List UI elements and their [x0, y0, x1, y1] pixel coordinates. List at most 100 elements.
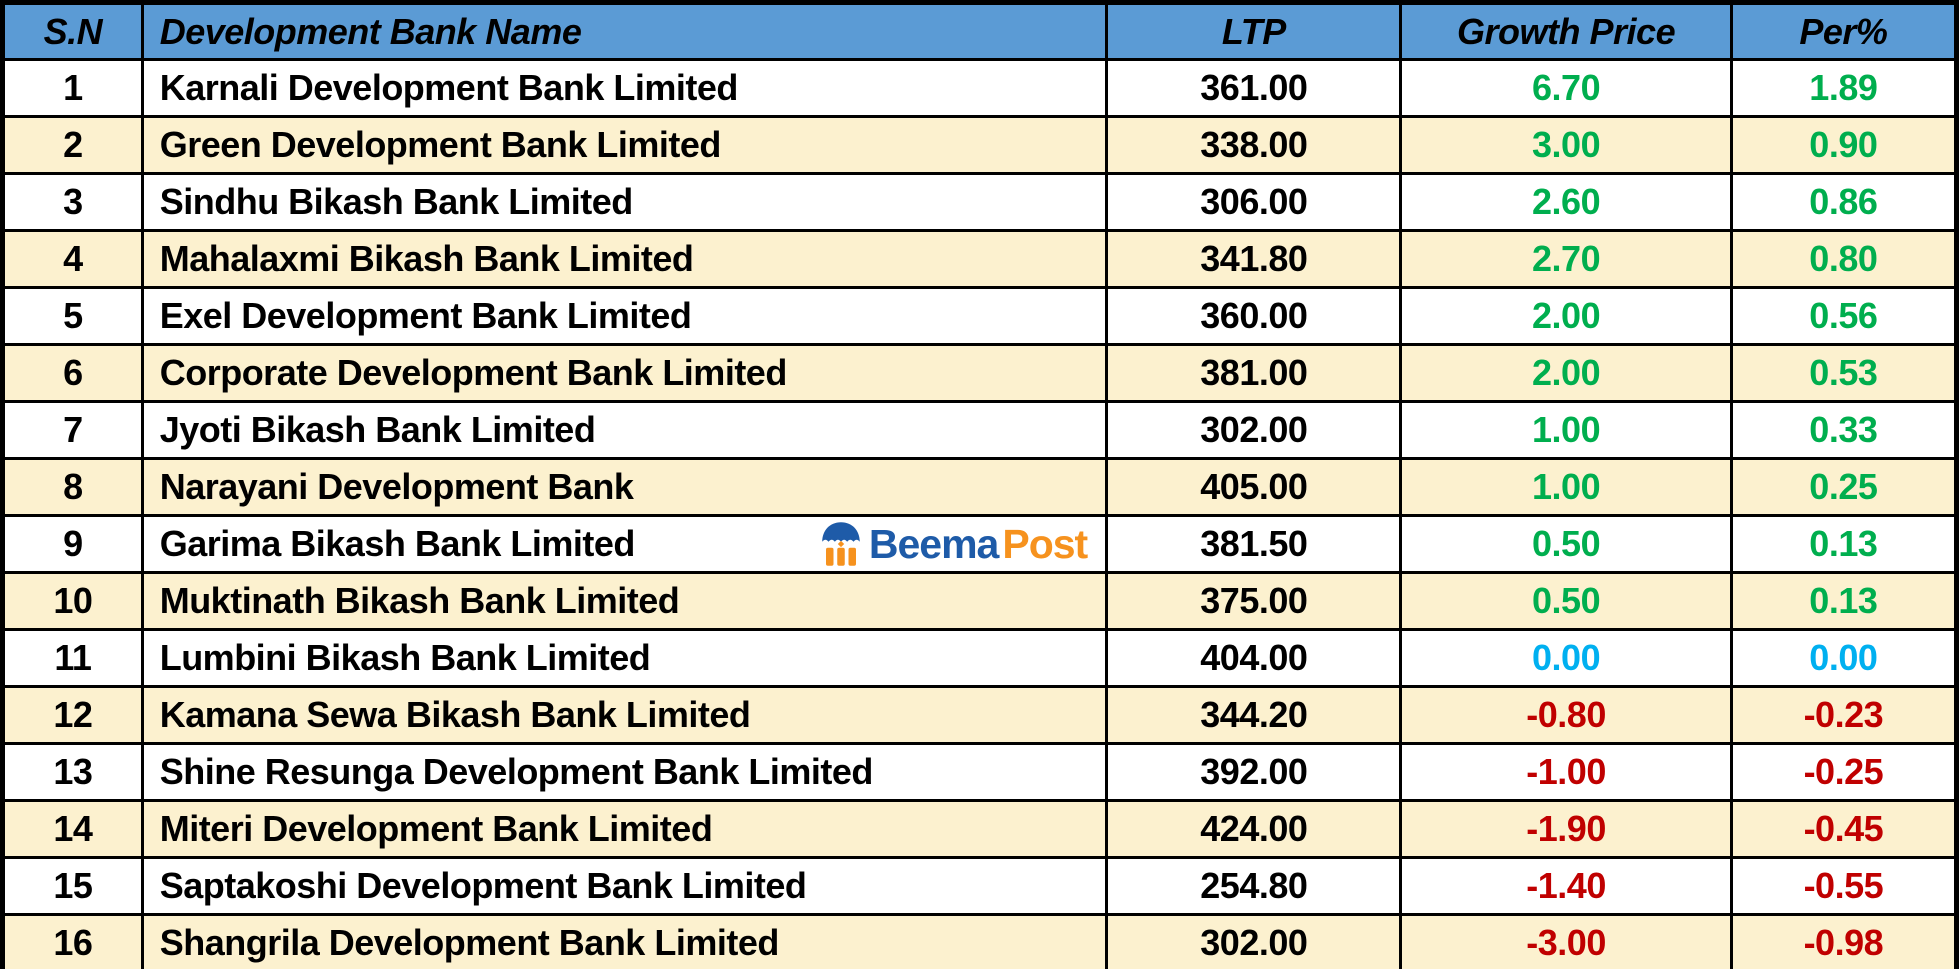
- cell-ltp: 361.00: [1105, 58, 1403, 118]
- umbrella-pavilion-icon: [822, 522, 860, 566]
- cell-ltp: 302.00: [1105, 913, 1403, 969]
- table-row: 12 Kamana Sewa Bikash Bank Limited 344.20-…: [1, 685, 1959, 745]
- cell-ltp: 302.00: [1105, 400, 1403, 460]
- header-per-percent: Per%: [1729, 1, 1959, 61]
- cell-sn: 16: [1, 913, 144, 969]
- cell-ltp: 254.80: [1105, 856, 1403, 916]
- header-row: S.N Development Bank Name LTP Growth Pri…: [1, 1, 1959, 61]
- cell-growth-price: -1.00: [1399, 742, 1733, 802]
- cell-per-percent: -0.98: [1729, 913, 1959, 969]
- cell-sn: 12: [1, 685, 144, 745]
- cell-bank-name: Narayani Development Bank: [140, 457, 1109, 517]
- cell-per-percent: -0.45: [1729, 799, 1959, 859]
- cell-sn: 9: [1, 514, 144, 574]
- table-row: 2 Green Development Bank Limited 338.00 3.0…: [1, 115, 1959, 175]
- header-growth-price: Growth Price: [1399, 1, 1733, 61]
- cell-per-percent: -0.23: [1729, 685, 1959, 745]
- table-row: 9 Garima Bikash Bank Limited Beema Post 38…: [1, 514, 1959, 574]
- cell-growth-price: 0.50: [1399, 571, 1733, 631]
- cell-growth-price: -1.40: [1399, 856, 1733, 916]
- cell-bank-name: Karnali Development Bank Limited: [140, 58, 1109, 118]
- cell-growth-price: -1.90: [1399, 799, 1733, 859]
- cell-sn: 4: [1, 229, 144, 289]
- cell-per-percent: 0.33: [1729, 400, 1959, 460]
- cell-per-percent: 0.13: [1729, 514, 1959, 574]
- cell-per-percent: 0.00: [1729, 628, 1959, 688]
- cell-bank-name: Sindhu Bikash Bank Limited: [140, 172, 1109, 232]
- cell-per-percent: 0.56: [1729, 286, 1959, 346]
- cell-per-percent: -0.55: [1729, 856, 1959, 916]
- cell-growth-price: -3.00: [1399, 913, 1733, 969]
- cell-sn: 10: [1, 571, 144, 631]
- cell-bank-name: Shine Resunga Development Bank Limited: [140, 742, 1109, 802]
- table-row: 8 Narayani Development Bank 405.00 1.00 0.25: [1, 457, 1959, 517]
- table-row: 14 Miteri Development Bank Limited 424.00-…: [1, 799, 1959, 859]
- cell-bank-name: Corporate Development Bank Limited: [140, 343, 1109, 403]
- table-row: 6 Corporate Development Bank Limited 381.0…: [1, 343, 1959, 403]
- table-row: 3 Sindhu Bikash Bank Limited 306.00 2.60 0.8…: [1, 172, 1959, 232]
- cell-per-percent: 0.86: [1729, 172, 1959, 232]
- watermark-text-post: Post: [1002, 520, 1088, 567]
- cell-per-percent: 0.25: [1729, 457, 1959, 517]
- cell-bank-name: Green Development Bank Limited: [140, 115, 1109, 175]
- cell-bank-name: Garima Bikash Bank Limited Beema Post: [140, 514, 1109, 574]
- cell-bank-name: Mahalaxmi Bikash Bank Limited: [140, 229, 1109, 289]
- cell-per-percent: 0.80: [1729, 229, 1959, 289]
- cell-bank-name: Miteri Development Bank Limited: [140, 799, 1109, 859]
- cell-per-percent: 0.53: [1729, 343, 1959, 403]
- cell-ltp: 392.00: [1105, 742, 1403, 802]
- cell-ltp: 424.00: [1105, 799, 1403, 859]
- cell-bank-name: Muktinath Bikash Bank Limited: [140, 571, 1109, 631]
- cell-sn: 1: [1, 58, 144, 118]
- cell-bank-name: Jyoti Bikash Bank Limited: [140, 400, 1109, 460]
- cell-sn: 5: [1, 286, 144, 346]
- cell-ltp: 306.00: [1105, 172, 1403, 232]
- cell-growth-price: 2.00: [1399, 343, 1733, 403]
- cell-growth-price: 2.00: [1399, 286, 1733, 346]
- cell-growth-price: 0.50: [1399, 514, 1733, 574]
- cell-ltp: 341.80: [1105, 229, 1403, 289]
- cell-bank-name: Saptakoshi Development Bank Limited: [140, 856, 1109, 916]
- cell-sn: 3: [1, 172, 144, 232]
- cell-bank-name: Lumbini Bikash Bank Limited: [140, 628, 1109, 688]
- cell-growth-price: 2.70: [1399, 229, 1733, 289]
- table-row: 11 Lumbini Bikash Bank Limited 404.00 0.00 0…: [1, 628, 1959, 688]
- cell-per-percent: -0.25: [1729, 742, 1959, 802]
- cell-sn: 6: [1, 343, 144, 403]
- cell-ltp: 381.50: [1105, 514, 1403, 574]
- watermark-text-beema: Beema: [868, 520, 999, 567]
- cell-growth-price: -0.80: [1399, 685, 1733, 745]
- cell-ltp: 375.00: [1105, 571, 1403, 631]
- table-row: 13 Shine Resunga Development Bank Limited…: [1, 742, 1959, 802]
- cell-per-percent: 0.13: [1729, 571, 1959, 631]
- cell-sn: 11: [1, 628, 144, 688]
- table-row: 5 Exel Development Bank Limited 360.00 2.00…: [1, 286, 1959, 346]
- cell-bank-name: Shangrila Development Bank Limited: [140, 913, 1109, 969]
- cell-growth-price: 6.70: [1399, 58, 1733, 118]
- cell-ltp: 338.00: [1105, 115, 1403, 175]
- beemapost-watermark: Beema Post: [817, 520, 1088, 568]
- table-row: 16 Shangrila Development Bank Limited 302.…: [1, 913, 1959, 969]
- table-header: S.N Development Bank Name LTP Growth Pri…: [1, 1, 1959, 61]
- table-row: 4 Mahalaxmi Bikash Bank Limited 341.80 2.70…: [1, 229, 1959, 289]
- table-row: 1 Karnali Development Bank Limited 361.00 6…: [1, 58, 1959, 118]
- cell-sn: 13: [1, 742, 144, 802]
- cell-ltp: 360.00: [1105, 286, 1403, 346]
- header-sn: S.N: [1, 1, 144, 61]
- cell-per-percent: 0.90: [1729, 115, 1959, 175]
- table-row: 7 Jyoti Bikash Bank Limited 302.00 1.00 0.33: [1, 400, 1959, 460]
- cell-sn: 8: [1, 457, 144, 517]
- table-body: 1 Karnali Development Bank Limited 361.00 6…: [1, 58, 1959, 969]
- cell-sn: 15: [1, 856, 144, 916]
- cell-growth-price: 2.60: [1399, 172, 1733, 232]
- cell-sn: 14: [1, 799, 144, 859]
- cell-bank-name: Exel Development Bank Limited: [140, 286, 1109, 346]
- cell-growth-price: 1.00: [1399, 400, 1733, 460]
- cell-sn: 7: [1, 400, 144, 460]
- cell-bank-name: Kamana Sewa Bikash Bank Limited: [140, 685, 1109, 745]
- table-row: 15 Saptakoshi Development Bank Limited 254…: [1, 856, 1959, 916]
- cell-ltp: 404.00: [1105, 628, 1403, 688]
- cell-ltp: 381.00: [1105, 343, 1403, 403]
- cell-growth-price: 0.00: [1399, 628, 1733, 688]
- header-bank-name: Development Bank Name: [140, 1, 1109, 61]
